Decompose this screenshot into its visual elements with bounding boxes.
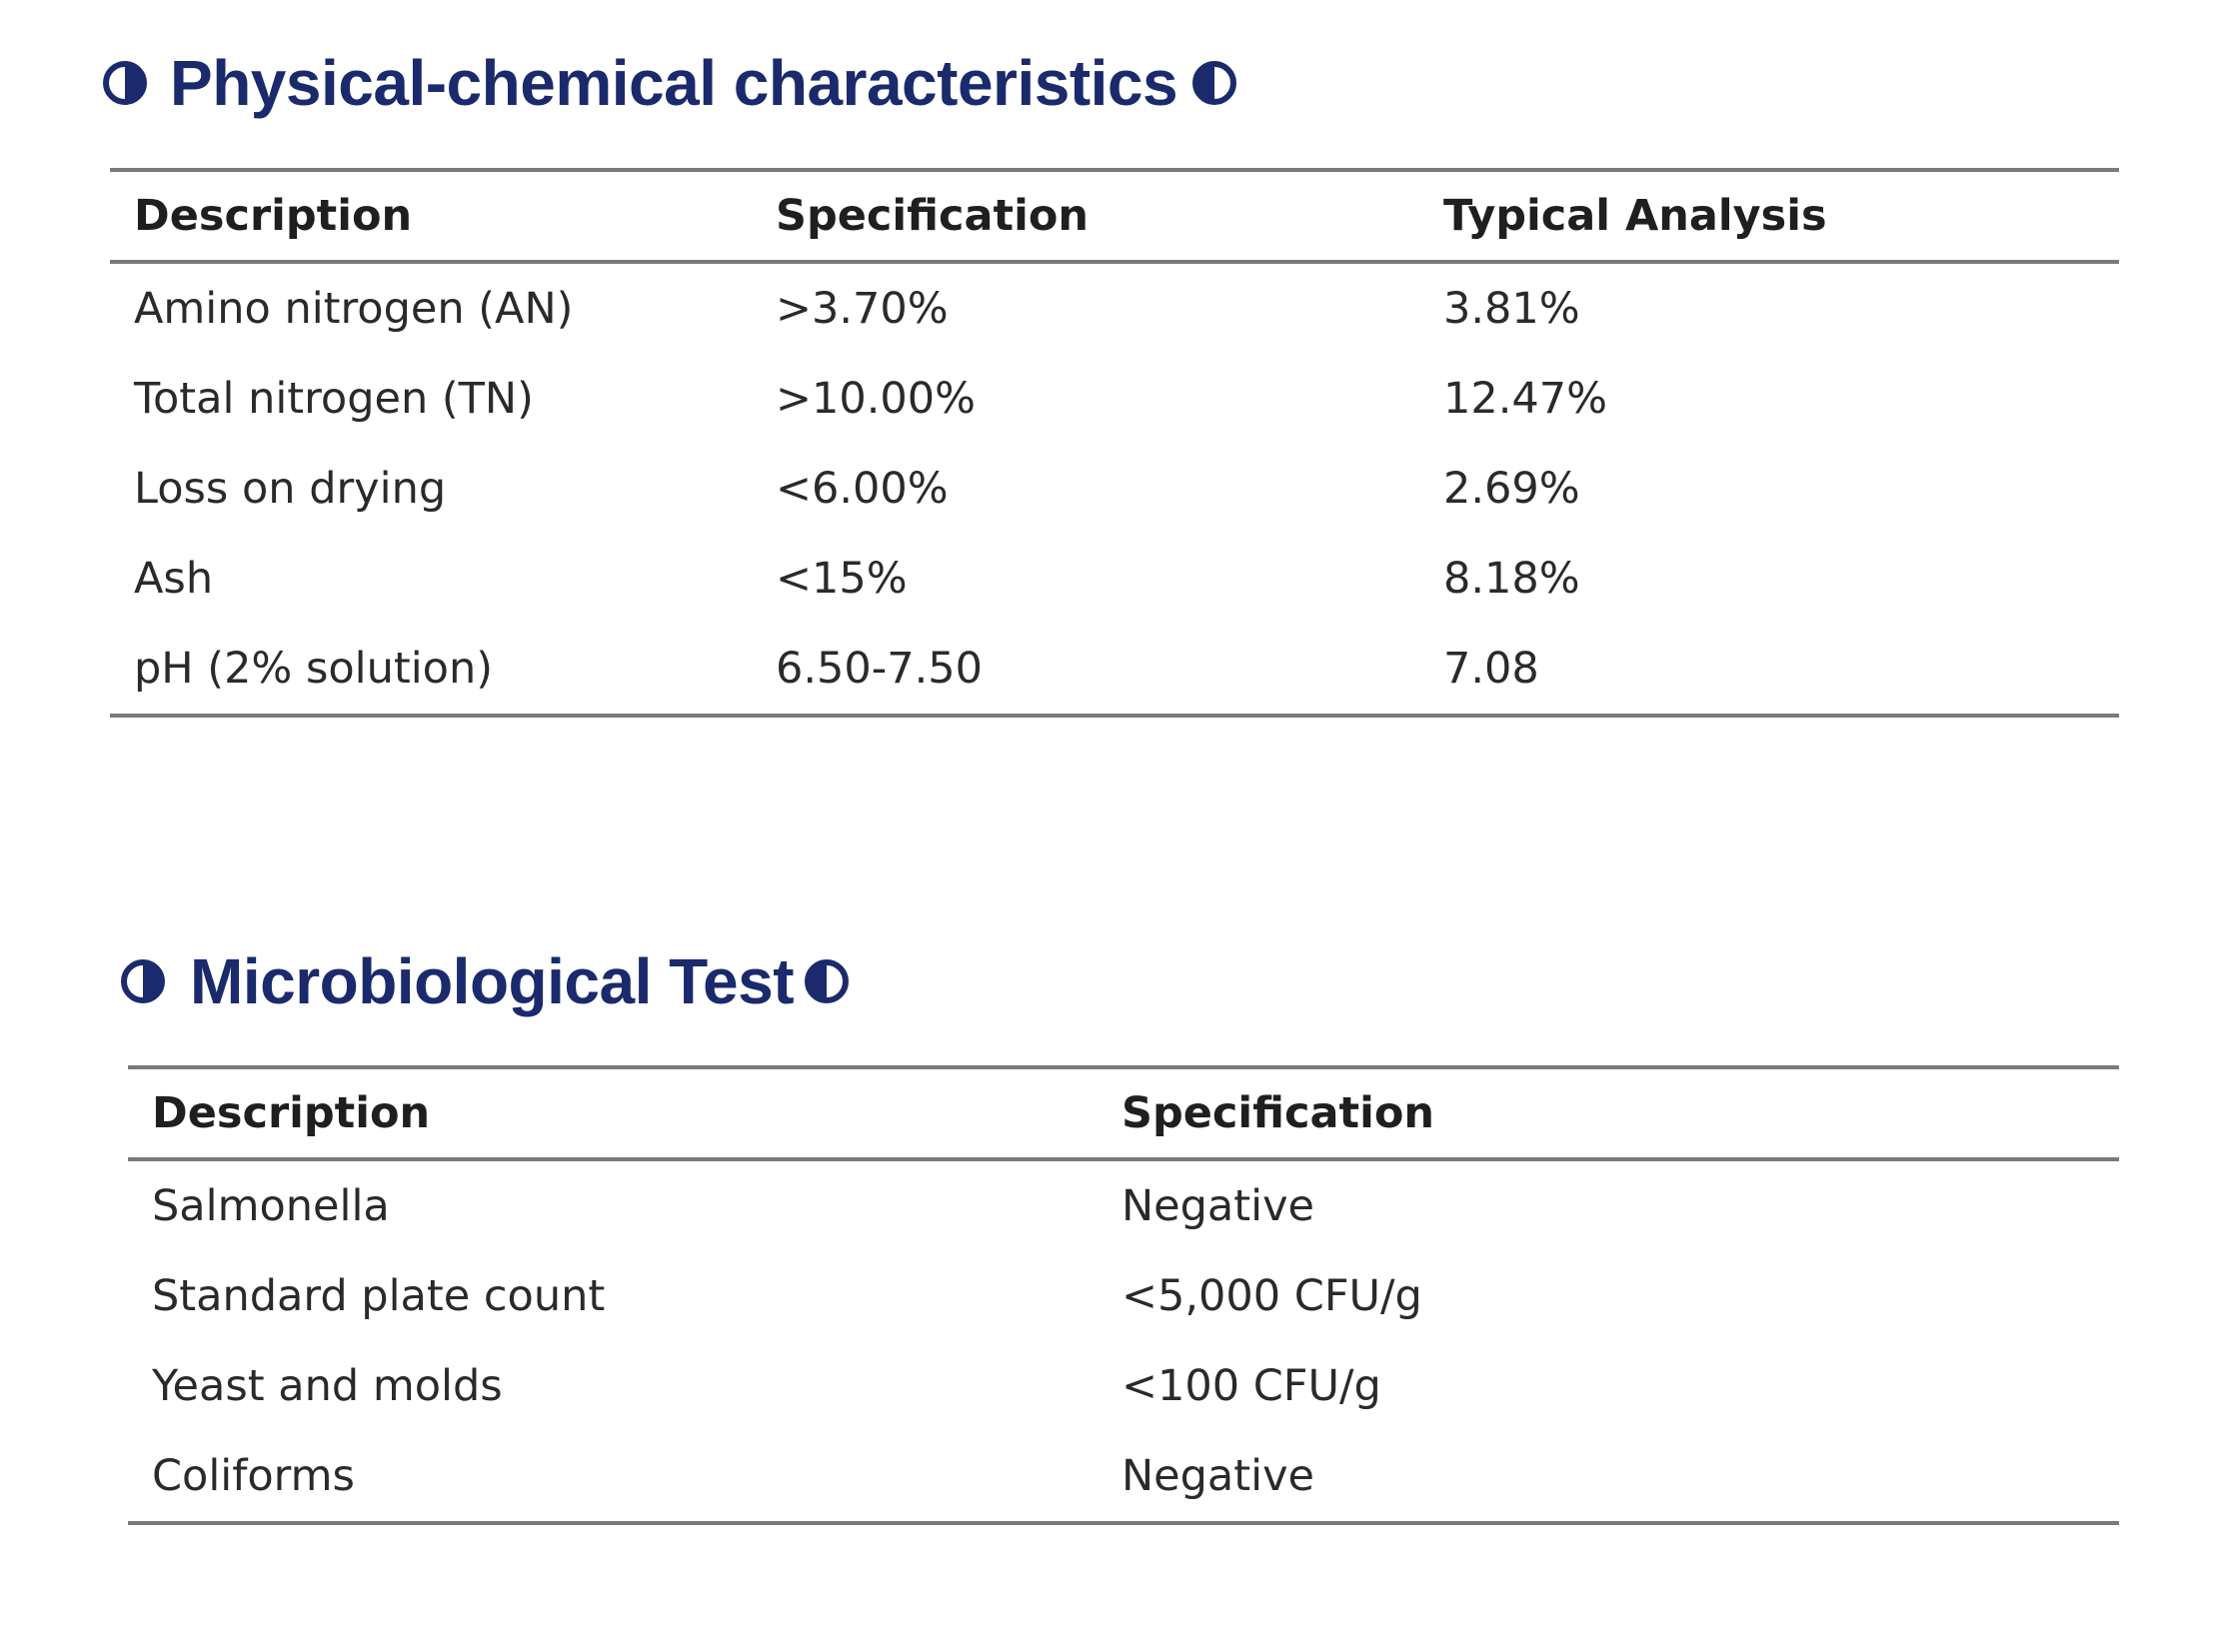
table-row: Amino nitrogen (AN) >3.70% 3.81%	[110, 262, 2119, 354]
cell-description: Ash	[134, 554, 214, 604]
table-row: Total nitrogen (TN) >10.00% 12.47%	[110, 354, 2119, 444]
table-row: pH (2% solution) 6.50-7.50 7.08	[110, 624, 2119, 716]
cell-specification: Negative	[1121, 1451, 1314, 1501]
cell-description: Yeast and molds	[152, 1361, 503, 1411]
micro-section-title: Microbiological Test	[190, 945, 795, 1017]
physical-section-title: Physical-chemical characteristics	[170, 47, 1178, 119]
cell-description: Loss on drying	[134, 464, 447, 514]
cell-typical-analysis: 2.69%	[1443, 464, 1580, 514]
cell-description: Standard plate count	[152, 1271, 606, 1321]
half-circle-icon	[804, 958, 850, 1004]
cell-specification: <6.00%	[776, 464, 949, 514]
micro-table: Description Specification Salmonella Neg…	[128, 1065, 2119, 1525]
cell-specification: >3.70%	[776, 284, 949, 334]
cell-specification: >10.00%	[776, 374, 976, 424]
table-row: Coliforms Negative	[128, 1431, 2119, 1523]
cell-description: pH (2% solution)	[134, 644, 494, 694]
cell-typical-analysis: 8.18%	[1443, 554, 1580, 604]
cell-typical-analysis: 3.81%	[1443, 284, 1580, 334]
micro-section-heading: Microbiological Test	[120, 944, 850, 1018]
cell-description: Coliforms	[152, 1451, 355, 1501]
column-header-specification: Specification	[1121, 1088, 1434, 1138]
cell-description: Total nitrogen (TN)	[134, 374, 534, 424]
column-header-typical-analysis: Typical Analysis	[1443, 191, 1827, 241]
cell-description: Salmonella	[152, 1181, 390, 1231]
column-header-description: Description	[152, 1088, 431, 1138]
table-row: Ash <15% 8.18%	[110, 534, 2119, 624]
cell-typical-analysis: 7.08	[1443, 644, 1539, 694]
column-header-description: Description	[134, 191, 413, 241]
table-header-row: Description Specification	[128, 1067, 2119, 1159]
half-circle-icon	[102, 60, 148, 106]
table-row: Salmonella Negative	[128, 1159, 2119, 1251]
cell-typical-analysis: 12.47%	[1443, 374, 1607, 424]
column-header-specification: Specification	[776, 191, 1089, 241]
table-row: Standard plate count <5,000 CFU/g	[128, 1251, 2119, 1341]
half-circle-icon	[1191, 60, 1237, 106]
physical-section-heading: Physical-chemical characteristics	[102, 46, 1237, 120]
half-circle-icon	[120, 958, 166, 1004]
cell-specification: 6.50-7.50	[776, 644, 984, 694]
physical-table: Description Specification Typical Analys…	[110, 168, 2119, 718]
cell-specification: <5,000 CFU/g	[1121, 1271, 1422, 1321]
cell-description: Amino nitrogen (AN)	[134, 284, 574, 334]
cell-specification: <15%	[776, 554, 908, 604]
table-row: Yeast and molds <100 CFU/g	[128, 1341, 2119, 1431]
cell-specification: Negative	[1121, 1181, 1314, 1231]
table-row: Loss on drying <6.00% 2.69%	[110, 444, 2119, 534]
cell-specification: <100 CFU/g	[1121, 1361, 1381, 1411]
table-header-row: Description Specification Typical Analys…	[110, 170, 2119, 262]
